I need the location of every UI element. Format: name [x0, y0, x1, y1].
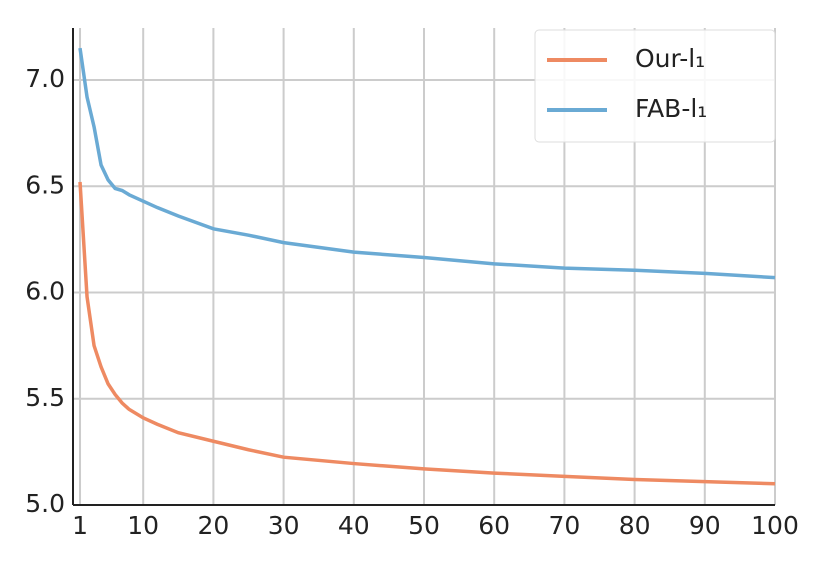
x-tick-label: 20 [197, 511, 229, 540]
y-tick-label: 7.0 [25, 64, 65, 93]
x-tick-label: 60 [478, 511, 510, 540]
x-tick-label: 50 [408, 511, 440, 540]
x-tick-label: 70 [548, 511, 580, 540]
x-tick-label: 10 [127, 511, 159, 540]
y-tick-label: 5.5 [25, 383, 65, 412]
x-tick-label: 40 [338, 511, 370, 540]
y-tick-label: 6.5 [25, 170, 65, 199]
legend-label: Our-l₁ [635, 44, 705, 73]
legend-label: FAB-l₁ [635, 94, 707, 123]
series-line [78, 47, 776, 280]
y-tick-label: 5.0 [25, 489, 65, 518]
x-tick-label: 90 [689, 511, 721, 540]
x-tick-label: 1 [72, 511, 88, 540]
x-tick-label: 30 [268, 511, 300, 540]
x-tick-label: 80 [619, 511, 651, 540]
y-tick-label: 6.0 [25, 277, 65, 306]
x-tick-label: 100 [751, 511, 799, 540]
series-line [78, 181, 776, 486]
